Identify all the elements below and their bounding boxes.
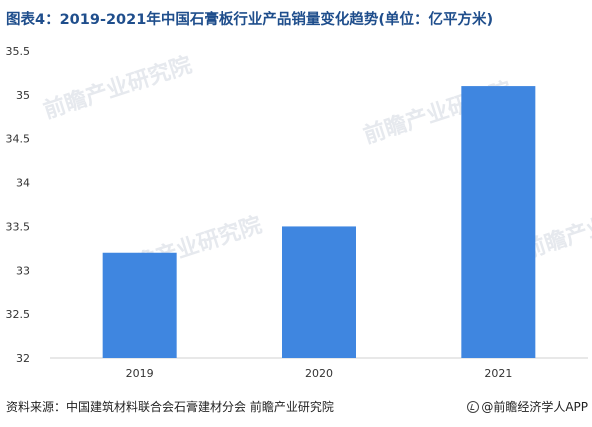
y-tick-label: 32 bbox=[16, 352, 30, 365]
y-tick-label: 35.5 bbox=[6, 45, 31, 58]
y-tick-label: 34.5 bbox=[6, 133, 31, 146]
brand-logo-icon bbox=[467, 401, 480, 413]
bar bbox=[461, 86, 536, 358]
brand-label: @前瞻经济学人APP bbox=[467, 398, 588, 415]
y-tick-label: 32.5 bbox=[6, 308, 31, 321]
y-tick-label: 35 bbox=[16, 89, 30, 102]
x-tick-label: 2020 bbox=[305, 367, 333, 380]
x-tick-label: 2019 bbox=[126, 367, 154, 380]
bar bbox=[282, 226, 356, 358]
chart-title: 图表4：2019-2021年中国石膏板行业产品销量变化趋势(单位：亿平方米) bbox=[6, 12, 494, 28]
y-tick-label: 33.5 bbox=[6, 220, 31, 233]
y-tick-label: 33 bbox=[16, 264, 30, 277]
y-tick-label: 34 bbox=[16, 177, 30, 190]
brand-text: @前瞻经济学人APP bbox=[481, 400, 588, 414]
source-note: 资料来源：中国建筑材料联合会石膏建材分会 前瞻产业研究院 bbox=[6, 400, 334, 414]
bar bbox=[102, 252, 177, 358]
x-tick-label: 2021 bbox=[484, 367, 512, 380]
